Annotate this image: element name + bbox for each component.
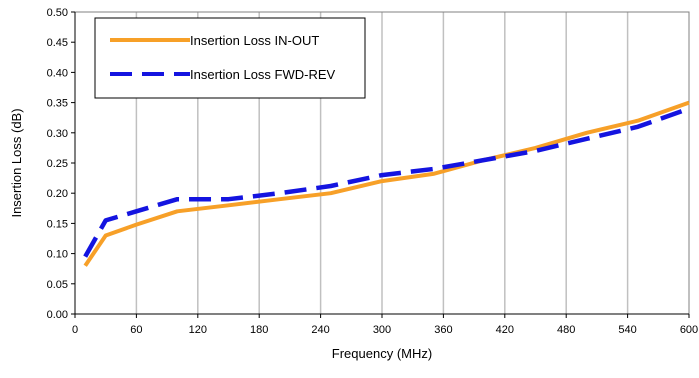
y-tick-label: 0.20: [47, 188, 68, 200]
series-line-fwd-rev: [83, 106, 690, 258]
y-tick-label: 0.40: [47, 67, 68, 79]
series-line-in-out: [83, 100, 690, 267]
y-tick-label: 0.00: [47, 309, 68, 321]
series-layer: [83, 100, 690, 267]
x-axis-title: Frequency (MHz): [332, 346, 432, 361]
legend-label-in-out: Insertion Loss IN-OUT: [190, 33, 319, 48]
y-tick-label: 0.25: [47, 158, 68, 170]
y-tick-label: 0.10: [47, 249, 68, 261]
x-tick-label: 60: [130, 324, 142, 336]
x-tick-label: 480: [557, 324, 575, 336]
x-tick-label: 420: [496, 324, 514, 336]
legend-label-fwd-rev: Insertion Loss FWD-REV: [190, 67, 336, 82]
y-tick-label: 0.45: [47, 37, 68, 49]
x-tick-label: 360: [434, 324, 452, 336]
x-tick-label: 120: [189, 324, 207, 336]
y-tick-label: 0.35: [47, 98, 68, 110]
y-axis-title: Insertion Loss (dB): [9, 108, 24, 217]
x-tick-label: 240: [311, 324, 329, 336]
x-tick-label: 180: [250, 324, 268, 336]
y-tick-label: 0.15: [47, 218, 68, 230]
legend: Insertion Loss IN-OUT Insertion Loss FWD…: [94, 17, 366, 99]
y-axis: 0.00 0.05 0.10 0.15 0.20 0.25 0.30 0.35 0.40 0.45…: [47, 7, 76, 321]
x-tick-label: 0: [72, 324, 78, 336]
y-tick-label: 0.50: [47, 7, 68, 19]
x-tick-label: 300: [373, 324, 391, 336]
y-tick-label: 0.05: [47, 279, 68, 291]
legend-box: [94, 17, 366, 99]
x-tick-label: 600: [680, 324, 698, 336]
x-tick-label: 540: [618, 324, 636, 336]
x-axis: 0 60 120 180 240 300 360 420 480 540 600: [72, 313, 698, 336]
y-tick-label: 0.30: [47, 128, 68, 140]
